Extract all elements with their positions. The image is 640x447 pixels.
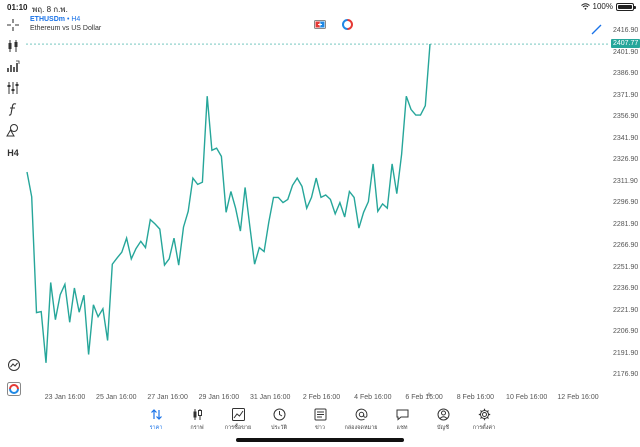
tab-settings[interactable]: การตั้งค่า: [464, 408, 504, 432]
price-tick: 2176.90: [613, 371, 639, 378]
symbol-ticker: ETHUSDm: [30, 16, 66, 23]
price-tick: 2326.90: [613, 156, 639, 163]
status-date: พฤ. 8 ก.พ.: [32, 5, 68, 14]
at-sign-icon: [355, 408, 367, 421]
home-indicator: [236, 438, 404, 442]
price-tick: 2341.90: [613, 134, 639, 142]
tab-label: แชท: [396, 425, 408, 431]
price-tick: 2311.90: [613, 177, 638, 185]
price-tick: 2416.90: [613, 27, 639, 34]
crosshair-icon[interactable]: [5, 17, 21, 33]
tab-label: การซื้อขาย: [224, 425, 252, 431]
time-tick: 27 Jan 16:00: [147, 394, 188, 401]
depth-of-market-icon[interactable]: [341, 18, 353, 30]
header-icons: [314, 18, 353, 30]
status-time: 01:10: [7, 3, 28, 12]
status-right: 100%: [580, 2, 636, 11]
tab-label: กราฟ: [190, 425, 204, 431]
tab-label: บัญชี: [437, 425, 449, 431]
tab-label: การตั้งค่า: [472, 425, 496, 431]
time-tick: 25 Jan 16:00: [96, 394, 137, 401]
quotes-icon: [150, 409, 162, 420]
time-tick: 12 Feb 16:00: [557, 394, 599, 401]
settings-sliders-icon[interactable]: [5, 80, 21, 96]
time-tick: 31 Jan 16:00: [249, 394, 291, 401]
tab-chat[interactable]: แชท: [382, 408, 422, 432]
price-axis[interactable]: 2407.77 2416.90 2401.90 2386.90 2371.90 2356…: [610, 14, 640, 396]
tab-news[interactable]: ข่าว: [300, 408, 340, 432]
tab-label: ราคา: [149, 425, 163, 431]
tab-chart[interactable]: กราฟ: [177, 408, 217, 432]
time-marker-icon: [426, 392, 432, 396]
news-icon: [314, 408, 326, 421]
tab-mailbox[interactable]: กล่องจดหมาย: [341, 408, 381, 432]
candlestick-type-icon[interactable]: [5, 38, 21, 54]
price-tick: 2371.90: [613, 91, 639, 99]
time-tick: 10 Feb 16:00: [506, 394, 548, 401]
indicator-icon[interactable]: [5, 59, 21, 75]
chart-svg[interactable]: [26, 14, 610, 396]
wifi-icon: [580, 3, 590, 10]
price-tick: 2191.90: [613, 349, 639, 357]
price-chart[interactable]: [26, 14, 610, 396]
tab-quotes[interactable]: ราคา: [136, 408, 176, 432]
zoom-icon[interactable]: [7, 358, 21, 372]
time-tick: 8 Feb 16:00: [456, 394, 495, 401]
tab-label: กล่องจดหมาย: [344, 425, 378, 431]
timeframe-button[interactable]: H4: [7, 148, 19, 158]
current-price-badge: 2407.77: [611, 39, 640, 49]
symbol-title[interactable]: ETHUSDm • H4: [30, 15, 101, 24]
price-tick: 2281.90: [613, 220, 639, 228]
time-tick: 2 Feb 16:00: [302, 394, 341, 401]
time-axis[interactable]: 23 Jan 16:00 25 Jan 16:00 27 Jan 16:00 29 J…: [26, 393, 610, 405]
tab-label: ข่าว: [315, 425, 325, 431]
broker-logo-icon[interactable]: [7, 382, 21, 396]
chat-icon: [396, 409, 408, 421]
battery-percent: 100%: [592, 2, 613, 11]
draw-trendline-icon[interactable]: [590, 22, 602, 35]
chart-icon: [193, 409, 202, 420]
price-tick: 2251.90: [613, 263, 639, 271]
status-bar: 01:10 พฤ. 8 ก.พ. 100%: [0, 0, 640, 14]
time-tick: 6 Feb 16:00: [405, 394, 443, 401]
shapes-icon[interactable]: [5, 122, 21, 138]
tab-trade[interactable]: การซื้อขาย: [218, 408, 258, 432]
price-tick: 2266.90: [613, 242, 639, 249]
account-icon: [437, 408, 449, 421]
left-toolbar: H4: [0, 14, 26, 404]
price-tick: 2236.90: [613, 285, 639, 292]
price-tick: 2296.90: [613, 199, 639, 206]
price-tick: 2401.90: [613, 48, 639, 56]
symbol-separator: •: [65, 16, 72, 23]
tab-label: ประวัติ: [270, 425, 288, 431]
battery-icon: [616, 2, 636, 11]
price-tick: 2221.90: [613, 306, 639, 314]
tab-history[interactable]: ประวัติ: [259, 408, 299, 432]
price-tick: 2356.90: [613, 113, 639, 120]
time-tick: 29 Jan 16:00: [198, 394, 240, 401]
trade-icon: [231, 408, 245, 421]
history-icon: [273, 408, 285, 421]
symbol-header: ETHUSDm • H4 Ethereum vs US Dollar: [30, 15, 101, 33]
function-icon[interactable]: [5, 101, 21, 117]
gear-icon: [478, 408, 490, 421]
one-click-trading-icon[interactable]: [314, 19, 326, 29]
time-tick: 4 Feb 16:00: [354, 394, 392, 401]
time-tick: 23 Jan 16:00: [44, 394, 86, 401]
price-tick: 2206.90: [613, 328, 639, 335]
price-series-line: [26, 44, 431, 363]
tab-account[interactable]: บัญชี: [423, 408, 463, 432]
symbol-timeframe: H4: [71, 16, 81, 23]
price-tick: 2386.90: [613, 70, 639, 77]
symbol-description: Ethereum vs US Dollar: [30, 25, 102, 32]
